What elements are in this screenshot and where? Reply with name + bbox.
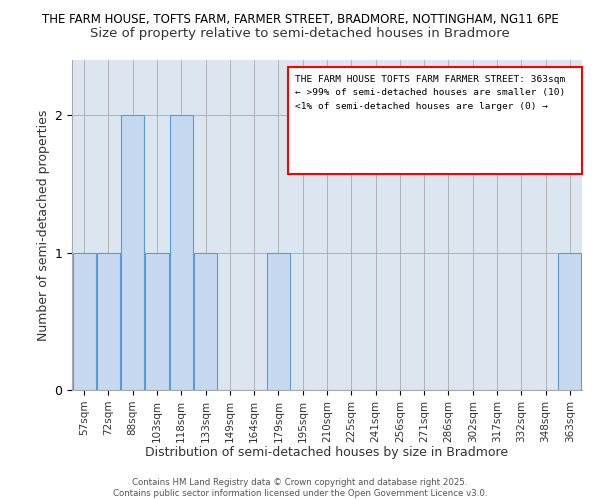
Bar: [559, 252, 581, 390]
X-axis label: Distribution of semi-detached houses by size in Bradmore: Distribution of semi-detached houses by …: [145, 446, 509, 459]
Text: Contains HM Land Registry data © Crown copyright and database right 2025.
Contai: Contains HM Land Registry data © Crown c…: [113, 478, 487, 498]
Bar: [170, 115, 193, 390]
Text: THE FARM HOUSE TOFTS FARM FARMER STREET: 363sqm
← >99% of semi-detached houses a: THE FARM HOUSE TOFTS FARM FARMER STREET:…: [295, 75, 566, 110]
Text: Size of property relative to semi-detached houses in Bradmore: Size of property relative to semi-detach…: [90, 28, 510, 40]
Bar: [121, 115, 144, 390]
Y-axis label: Number of semi-detached properties: Number of semi-detached properties: [37, 110, 50, 340]
Bar: [145, 252, 169, 390]
Bar: [267, 252, 290, 390]
Bar: [97, 252, 120, 390]
Text: THE FARM HOUSE, TOFTS FARM, FARMER STREET, BRADMORE, NOTTINGHAM, NG11 6PE: THE FARM HOUSE, TOFTS FARM, FARMER STREE…: [41, 12, 559, 26]
FancyBboxPatch shape: [288, 67, 581, 174]
Bar: [194, 252, 217, 390]
Bar: [73, 252, 95, 390]
